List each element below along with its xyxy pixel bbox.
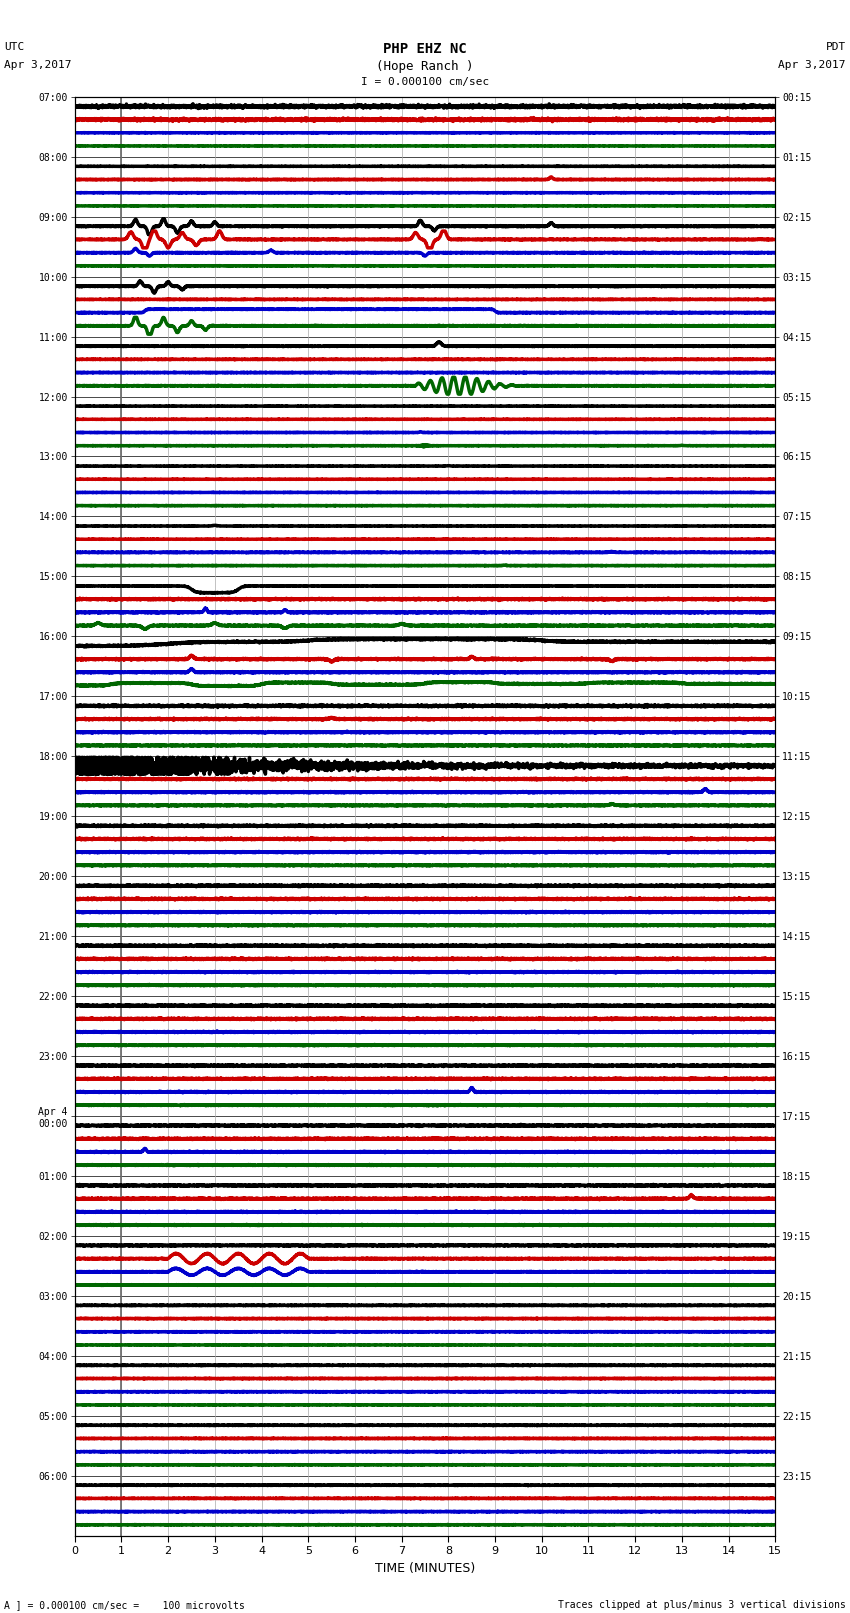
Text: PHP EHZ NC: PHP EHZ NC bbox=[383, 42, 467, 56]
Text: Apr 3,2017: Apr 3,2017 bbox=[4, 60, 71, 69]
Text: Apr 3,2017: Apr 3,2017 bbox=[779, 60, 846, 69]
Text: UTC: UTC bbox=[4, 42, 25, 52]
Text: I = 0.000100 cm/sec: I = 0.000100 cm/sec bbox=[361, 77, 489, 87]
Text: (Hope Ranch ): (Hope Ranch ) bbox=[377, 60, 473, 73]
Text: PDT: PDT bbox=[825, 42, 846, 52]
Text: Traces clipped at plus/minus 3 vertical divisions: Traces clipped at plus/minus 3 vertical … bbox=[558, 1600, 846, 1610]
Text: A ] = 0.000100 cm/sec =    100 microvolts: A ] = 0.000100 cm/sec = 100 microvolts bbox=[4, 1600, 245, 1610]
X-axis label: TIME (MINUTES): TIME (MINUTES) bbox=[375, 1561, 475, 1574]
